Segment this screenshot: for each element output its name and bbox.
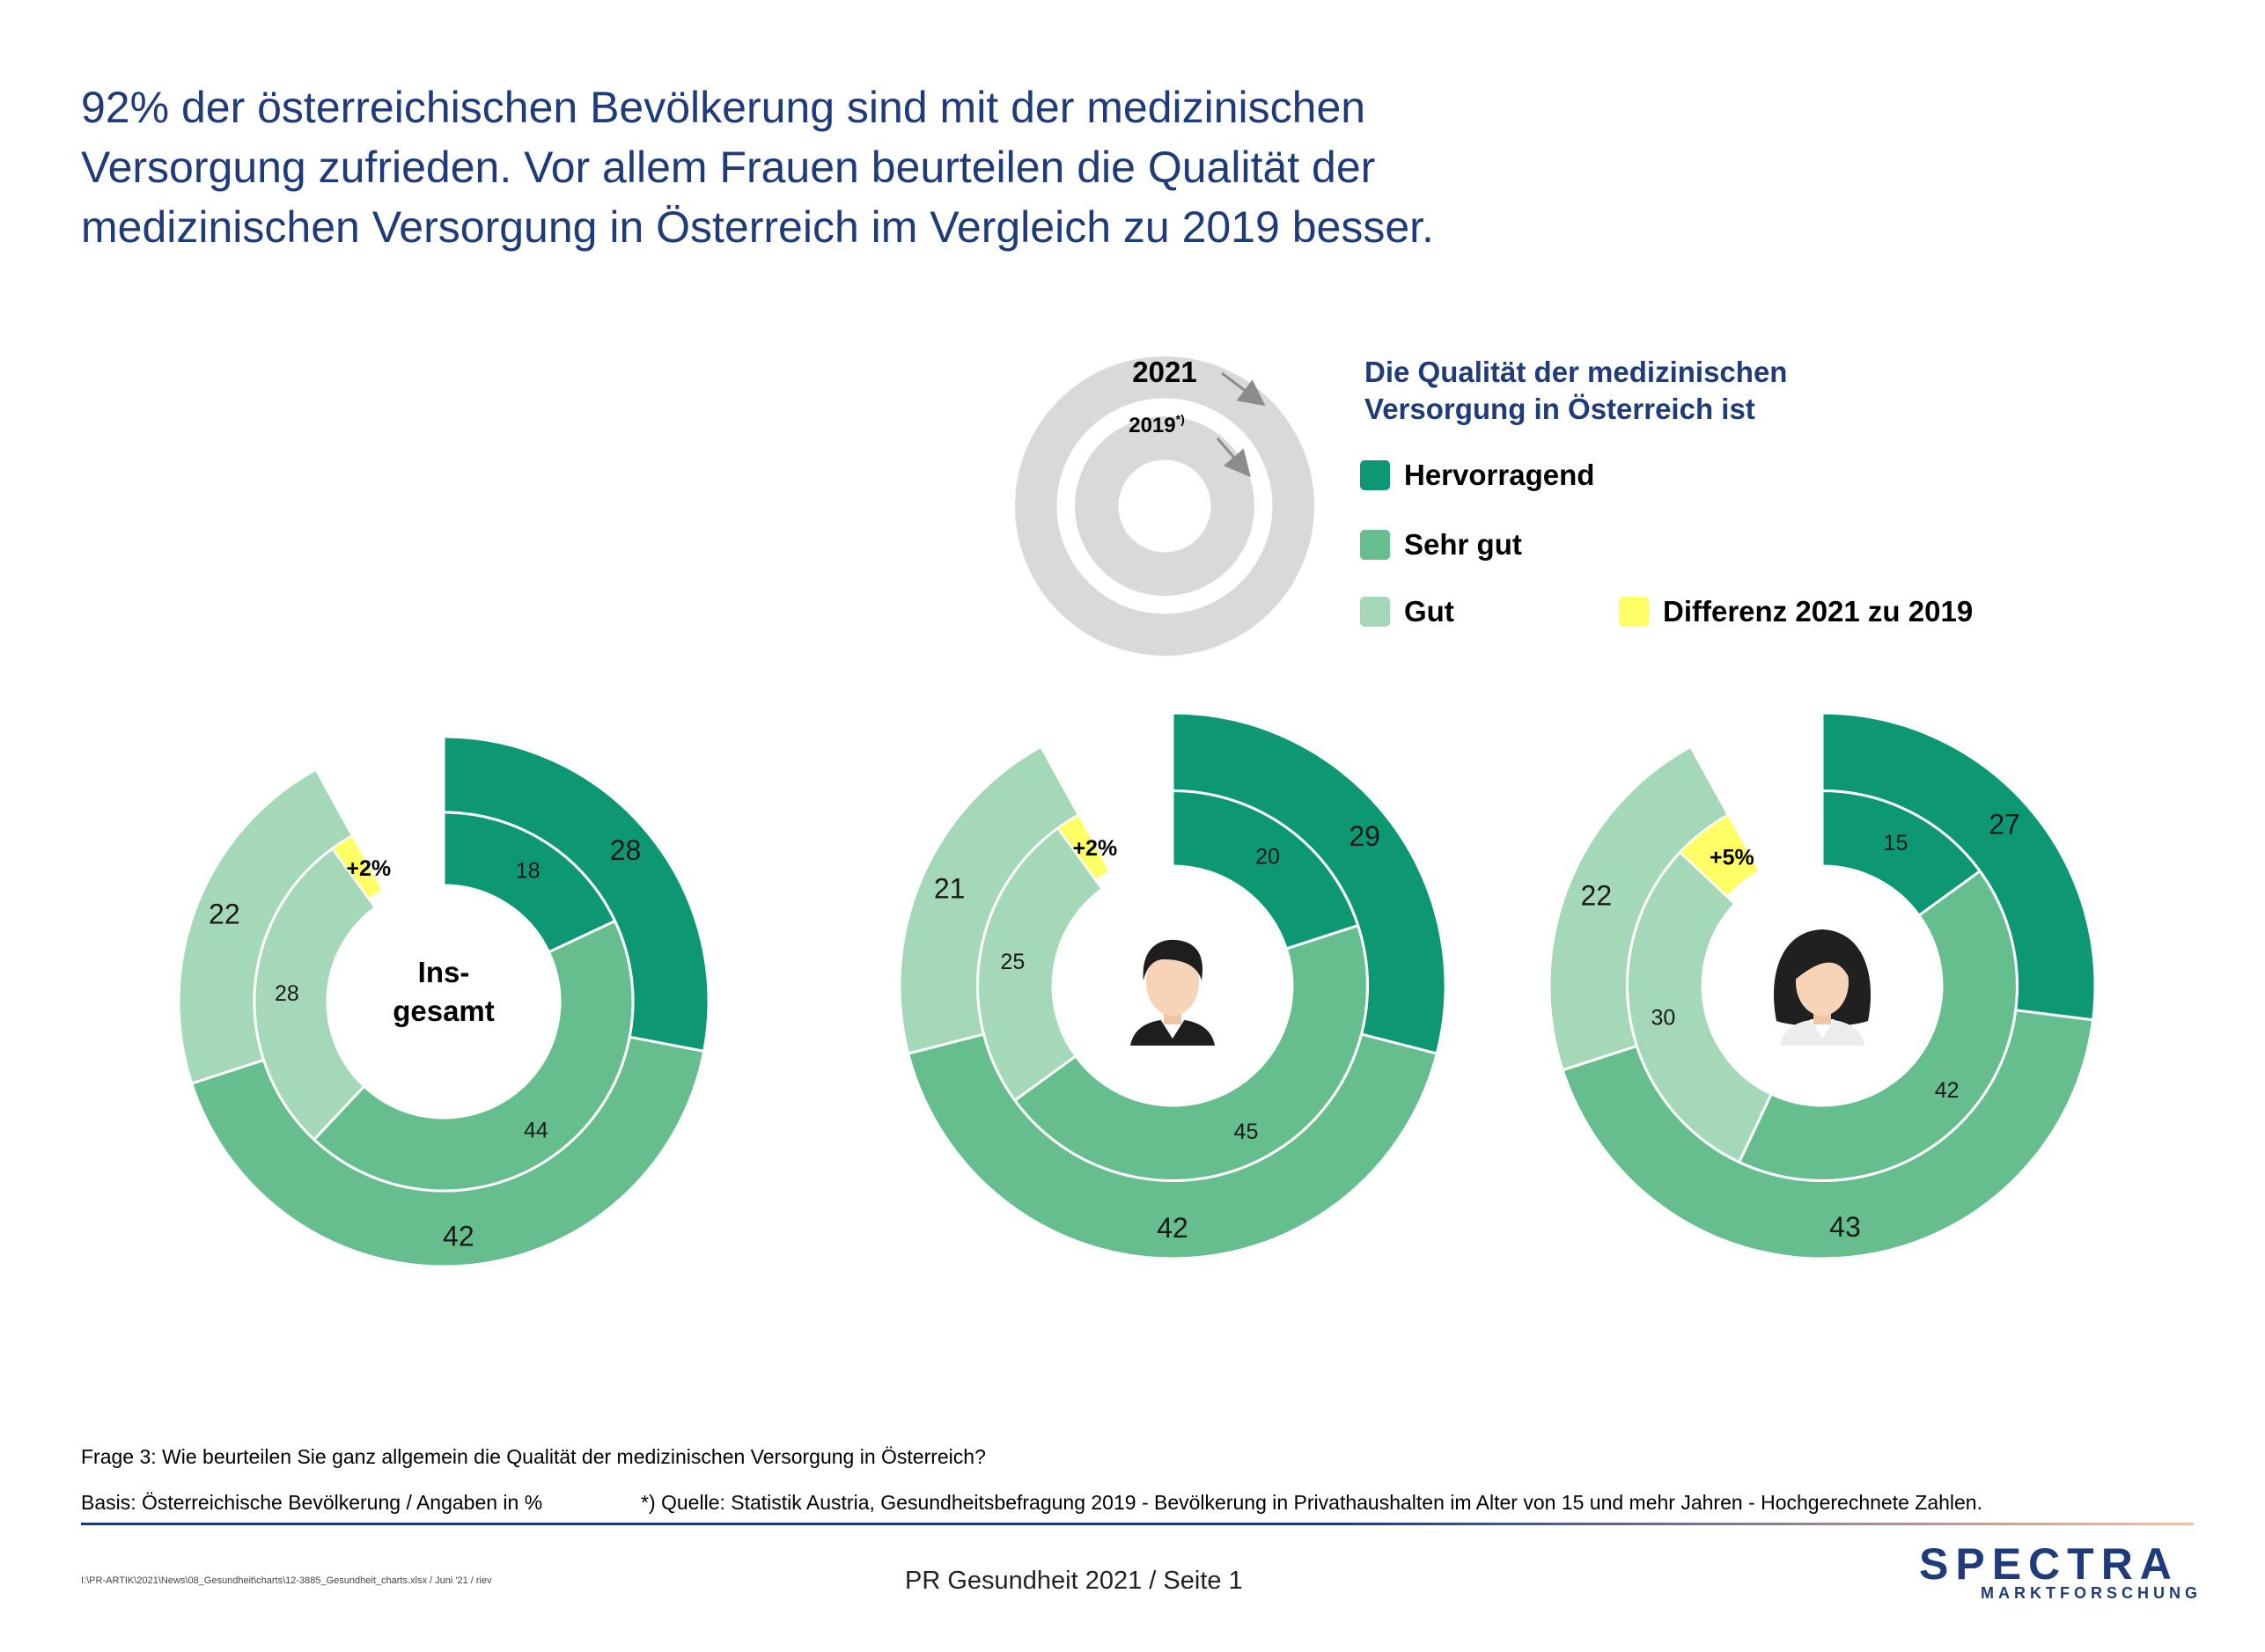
donut-1-difference-label: +2% — [346, 856, 391, 881]
donut-1-inner-sehr-gut-value: 44 — [524, 1118, 548, 1142]
donut-3-difference-label: +5% — [1710, 845, 1754, 870]
donut-2-outer-gut-value: 21 — [934, 872, 966, 904]
legend-label-hervorragend: Hervorragend — [1404, 459, 1594, 492]
donut-1-outer-gut-value: 22 — [209, 898, 240, 929]
donut-1-inner-gut-value: 28 — [275, 981, 299, 1006]
donut-2-outer-sehr-gut-value: 42 — [1157, 1212, 1188, 1244]
donut-chart-2: 29 42 21 20 45 25 +2% — [900, 713, 1445, 1259]
donut-2-inner-gut-value: 25 — [1001, 950, 1026, 974]
donut-2-inner-hervorragend-value: 20 — [1255, 844, 1280, 869]
donut-chart-1: 28 42 22 18 44 28 +2% Ins-gesamt — [179, 737, 709, 1267]
footer-divider — [81, 1523, 2194, 1525]
charts-canvas: 2021 2019*) 28 42 22 18 44 28 +2% Ins-gesamt 29 4… — [0, 0, 2265, 1652]
donut-1-outer-sehr-gut-value: 42 — [443, 1220, 474, 1252]
legend-label-gut: Gut — [1404, 595, 1454, 628]
footer-source: *) Quelle: Statistik Austria, Gesundheit… — [641, 1491, 1982, 1515]
legend-title-line-2: Versorgung in Österreich ist — [1364, 391, 1787, 428]
legend-swatch-differenz — [1619, 597, 1649, 627]
spectra-logo: SPECTRA — [1919, 1538, 2179, 1590]
donut-3-outer-sehr-gut-value: 43 — [1829, 1211, 1861, 1243]
male-avatar-icon — [1130, 940, 1215, 1046]
footer-file-path: I:\PR-ARTIK\2021\News\08_Gesundheit\char… — [81, 1575, 492, 1586]
key-inner-ring — [1098, 439, 1232, 573]
legend-label-sehr-gut: Sehr gut — [1404, 528, 1522, 562]
legend-swatch-sehr-gut — [1360, 530, 1390, 560]
donut-1-inner-hervorragend-value: 18 — [516, 858, 541, 883]
donut-3-inner-hervorragend-value: 15 — [1884, 831, 1908, 855]
legend-swatch-gut — [1360, 597, 1390, 627]
donut-3-inner-sehr-gut-value: 42 — [1935, 1078, 1960, 1103]
donut-chart-3: 27 43 22 15 42 30 +5% — [1549, 713, 2095, 1259]
donut-3-inner-gut-value: 30 — [1651, 1005, 1675, 1030]
legend-item-hervorragend: Hervorragend — [1360, 459, 1594, 492]
donut-2-inner-sehr-gut-value: 45 — [1234, 1120, 1259, 1144]
female-avatar-icon — [1774, 929, 1871, 1046]
legend-title: Die Qualität der medizinischen Versorgun… — [1364, 354, 1787, 428]
donut-1-outer-hervorragend-value: 28 — [610, 834, 642, 866]
legend-item-differenz: Differenz 2021 zu 2019 — [1619, 595, 1973, 628]
donut-2-outer-hervorragend-value: 29 — [1349, 820, 1380, 852]
key-inner-edge — [1120, 461, 1210, 551]
legend-label-differenz: Differenz 2021 zu 2019 — [1663, 595, 1973, 628]
donut-1-center-label-line-1: Ins- — [418, 956, 470, 988]
legend-item-sehr-gut: Sehr gut — [1360, 528, 1522, 562]
spectra-logo-subtitle: MARKTFORSCHUNG — [1981, 1584, 2202, 1603]
donut-2-difference-label: +2% — [1072, 836, 1117, 861]
donut-3-outer-hervorragend-value: 27 — [1989, 808, 2020, 840]
footer-basis: Basis: Österreichische Bevölkerung / Ang… — [81, 1491, 542, 1515]
donut-1-center-label-line-2: gesamt — [393, 995, 495, 1027]
key-outer-label: 2021 — [1132, 356, 1196, 388]
footer-page-label: PR Gesundheit 2021 / Seite 1 — [905, 1567, 1243, 1596]
legend-item-gut: Gut — [1360, 595, 1454, 628]
legend-swatch-hervorragend — [1360, 460, 1390, 490]
footer-question: Frage 3: Wie beurteilen Sie ganz allgeme… — [81, 1445, 986, 1469]
key-donut: 2021 2019*) — [1037, 356, 1292, 634]
donut-3-outer-gut-value: 22 — [1581, 879, 1613, 911]
legend-title-line-1: Die Qualität der medizinischen — [1364, 354, 1787, 391]
